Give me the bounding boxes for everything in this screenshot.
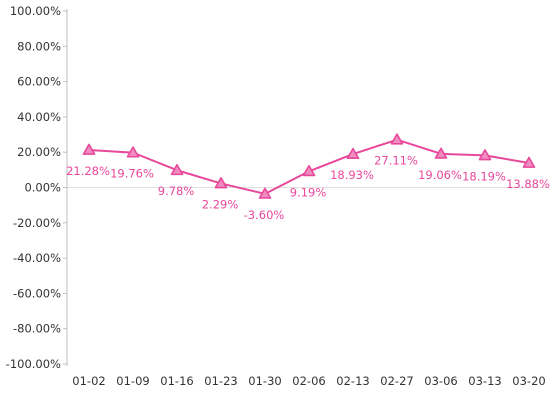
- data-point-marker: [434, 147, 448, 159]
- data-label: 18.19%: [462, 169, 506, 183]
- data-point-marker: [522, 156, 536, 168]
- data-label: 2.29%: [202, 197, 239, 211]
- x-axis-tick-labels: 01-02 01-09 01-16 01-23 01-30 02-06 02-13 02-27…: [72, 374, 545, 388]
- x-tick-label: 02-06: [292, 374, 325, 388]
- y-tick-label: 60.00%: [17, 75, 61, 89]
- x-tick-label: 01-16: [160, 374, 193, 388]
- x-tick-label: 01-09: [116, 374, 149, 388]
- y-tick-label: 80.00%: [17, 39, 61, 53]
- x-tick-label: 03-20: [512, 374, 545, 388]
- data-point-marker: [346, 147, 360, 160]
- data-point-marker: [258, 187, 272, 199]
- x-tick-label: 03-13: [468, 374, 501, 388]
- y-tick-label: 40.00%: [17, 110, 61, 124]
- y-tick-label: 0.00%: [24, 181, 61, 195]
- x-tick-label: 01-30: [248, 374, 281, 388]
- data-label: -3.60%: [244, 208, 285, 222]
- data-label: 27.11%: [374, 154, 418, 168]
- y-tick-label: 100.00%: [10, 4, 61, 18]
- data-label: 13.88%: [506, 177, 550, 191]
- y-tick-label: 20.00%: [17, 145, 61, 159]
- y-tick-label: -20.00%: [13, 216, 61, 230]
- data-labels: 21.28% 19.76% 9.78% 2.29% -3.60% 9.19%18.93%2…: [66, 154, 550, 222]
- y-tick-label: -100.00%: [6, 357, 61, 371]
- data-point-marker: [390, 133, 404, 145]
- y-tick-label: -60.00%: [13, 286, 61, 300]
- x-tick-label: 03-06: [424, 374, 457, 388]
- y-tick-label: -40.00%: [13, 251, 61, 265]
- x-tick-label: 01-02: [72, 374, 105, 388]
- data-label: 9.78%: [158, 184, 195, 198]
- y-tick-label: -80.00%: [13, 322, 61, 336]
- data-point-marker: [302, 164, 316, 177]
- data-label: 19.06%: [418, 168, 462, 182]
- data-point-marker: [170, 163, 184, 176]
- x-tick-label: 01-23: [204, 374, 237, 388]
- data-label: 9.19%: [290, 185, 327, 199]
- x-tick-label: 02-27: [380, 374, 413, 388]
- y-axis-tick-labels: 100.00% 80.00% 60.00% 40.00% 20.00% 0.00% -20.…: [6, 4, 67, 371]
- data-point-marker: [214, 177, 228, 189]
- x-tick-label: 02-13: [336, 374, 369, 388]
- data-point-marker: [478, 149, 492, 161]
- data-point-marker: [82, 143, 96, 155]
- series-markers: [82, 133, 536, 199]
- data-point-marker: [126, 146, 140, 158]
- data-label: 21.28%: [66, 164, 110, 178]
- data-label: 18.93%: [330, 168, 374, 182]
- data-label: 19.76%: [110, 167, 154, 181]
